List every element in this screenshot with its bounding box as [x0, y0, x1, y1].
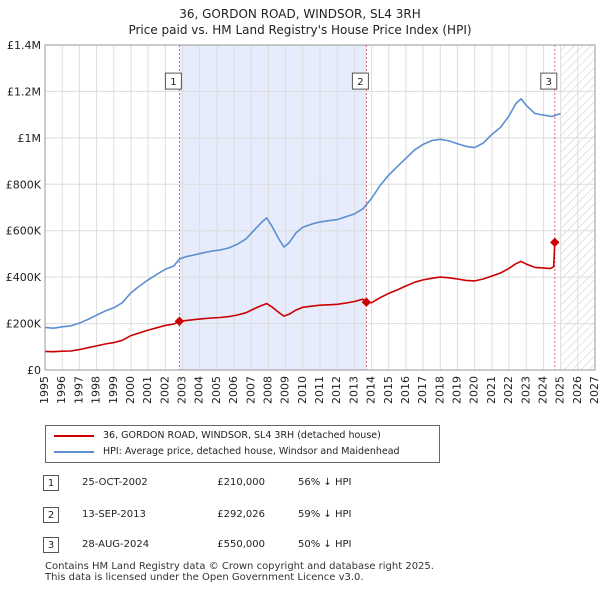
series-lines	[44, 98, 561, 353]
ownership-shading	[179, 45, 367, 370]
x-tick-label: 2016	[399, 376, 412, 404]
sale-point-marker	[361, 297, 372, 307]
x-tick-label: 2004	[193, 376, 206, 404]
x-tick-label: 2014	[365, 376, 378, 404]
y-tick-label: £1.4M	[7, 39, 41, 52]
y-tick-label: £400K	[6, 271, 42, 284]
transaction-price: £292,026	[217, 509, 265, 520]
x-tick-label: 2017	[416, 376, 429, 404]
y-tick-label: £800K	[6, 178, 42, 191]
footer-copyright: Contains HM Land Registry data © Crown c…	[45, 561, 434, 572]
x-tick-label: 1999	[107, 376, 120, 404]
x-tick-label: 2006	[227, 376, 240, 404]
x-tick-label: 2000	[124, 376, 137, 404]
price-chart: 36, GORDON ROAD, WINDSOR, SL4 3RH Price …	[6, 7, 600, 404]
transaction-date: 25-OCT-2002	[82, 477, 148, 488]
sale-points	[174, 237, 560, 326]
y-tick-label: £600K	[6, 225, 42, 238]
y-tick-label: £0	[27, 364, 41, 377]
x-tick-label: 2026	[571, 376, 584, 404]
x-tick-label: 2025	[554, 376, 567, 404]
transaction-row: 1 25-OCT-2002 £210,000 56% ↓ HPI	[0, 474, 600, 494]
marker-box-label: 2	[357, 77, 363, 88]
x-tick-label: 2027	[588, 376, 600, 404]
legend-label-hpi: HPI: Average price, detached house, Wind…	[103, 446, 400, 457]
x-tick-label: 2015	[382, 376, 395, 404]
footer: Contains HM Land Registry data © Crown c…	[45, 561, 434, 583]
y-tick-label: £200K	[6, 318, 42, 331]
footer-licence: This data is licensed under the Open Gov…	[45, 572, 364, 583]
x-tick-label: 2001	[141, 376, 154, 404]
plot-border	[44, 44, 596, 371]
transaction-hpi: 59% ↓ HPI	[298, 509, 352, 520]
transaction-badge: 1	[43, 475, 59, 491]
x-tick-label: 2008	[261, 376, 274, 404]
x-tick-label: 2003	[176, 376, 189, 404]
marker-box: 1	[164, 72, 182, 90]
marker-box: 3	[540, 72, 558, 90]
transaction-price: £550,000	[217, 539, 265, 550]
x-tick-label: 2019	[451, 376, 464, 404]
legend-label-property: 36, GORDON ROAD, WINDSOR, SL4 3RH (detac…	[103, 430, 381, 441]
x-tick-label: 2022	[502, 376, 515, 404]
transaction-badge: 2	[43, 507, 59, 523]
x-tick-label: 2007	[244, 376, 257, 404]
marker-box-frame	[351, 72, 369, 90]
transaction-row: 2 13-SEP-2013 £292,026 59% ↓ HPI	[0, 506, 600, 526]
sale-point-marker	[174, 316, 185, 326]
x-tick-label: 2009	[279, 376, 292, 404]
x-tick-label: 2020	[468, 376, 481, 404]
x-tick-label: 2005	[210, 376, 223, 404]
legend-swatch-property	[54, 434, 94, 437]
transaction-hpi: 50% ↓ HPI	[298, 539, 352, 550]
y-tick-label: £1M	[18, 132, 42, 145]
marker-box-frame	[540, 72, 558, 90]
x-tick-label: 2002	[158, 376, 171, 404]
y-axis-ticks: £0 £200K £400K £600K £800K £1M £1.2M £1.4M	[6, 39, 42, 377]
transaction-row: 3 28-AUG-2024 £550,000 50% ↓ HPI	[0, 536, 600, 556]
legend: 36, GORDON ROAD, WINDSOR, SL4 3RH (detac…	[45, 425, 440, 463]
x-tick-label: 1995	[38, 376, 51, 404]
x-tick-label: 2021	[485, 376, 498, 404]
x-tick-label: 2013	[347, 376, 360, 404]
hpi-series-line	[44, 98, 561, 329]
transaction-date: 13-SEP-2013	[82, 509, 146, 520]
legend-item-hpi: HPI: Average price, detached house, Wind…	[54, 444, 400, 460]
marker-boxes: 1 2 3	[164, 72, 558, 90]
chart-title: 36, GORDON ROAD, WINDSOR, SL4 3RH	[179, 7, 421, 21]
transaction-date: 28-AUG-2024	[82, 539, 150, 550]
x-tick-label: 1996	[55, 376, 68, 404]
x-tick-label: 2012	[330, 376, 343, 404]
x-tick-label: 1998	[90, 376, 103, 404]
x-tick-label: 2024	[536, 376, 549, 404]
x-tick-label: 2011	[313, 376, 326, 404]
sale-point-marker	[550, 237, 560, 248]
marker-box-label: 3	[546, 77, 552, 88]
x-tick-label: 2010	[296, 376, 309, 404]
x-tick-label: 1997	[72, 376, 85, 404]
x-tick-label: 2018	[433, 376, 446, 404]
marker-box: 2	[351, 72, 369, 90]
x-axis-ticks: 1995 1996 1997 1998 1999 2000 2001 2002 2003 2004…	[38, 376, 600, 404]
y-tick-label: £1.2M	[7, 85, 41, 98]
chart-subtitle: Price paid vs. HM Land Registry's House …	[128, 23, 471, 37]
legend-item-property: 36, GORDON ROAD, WINDSOR, SL4 3RH (detac…	[54, 428, 381, 444]
marker-box-label: 1	[170, 77, 176, 88]
marker-box-frame	[164, 72, 182, 90]
transaction-hpi: 56% ↓ HPI	[298, 477, 352, 488]
transaction-badge: 3	[43, 537, 59, 553]
property-series-line	[44, 242, 556, 353]
x-tick-label: 2023	[519, 376, 532, 404]
transaction-price: £210,000	[217, 477, 265, 488]
legend-swatch-hpi	[54, 450, 94, 453]
